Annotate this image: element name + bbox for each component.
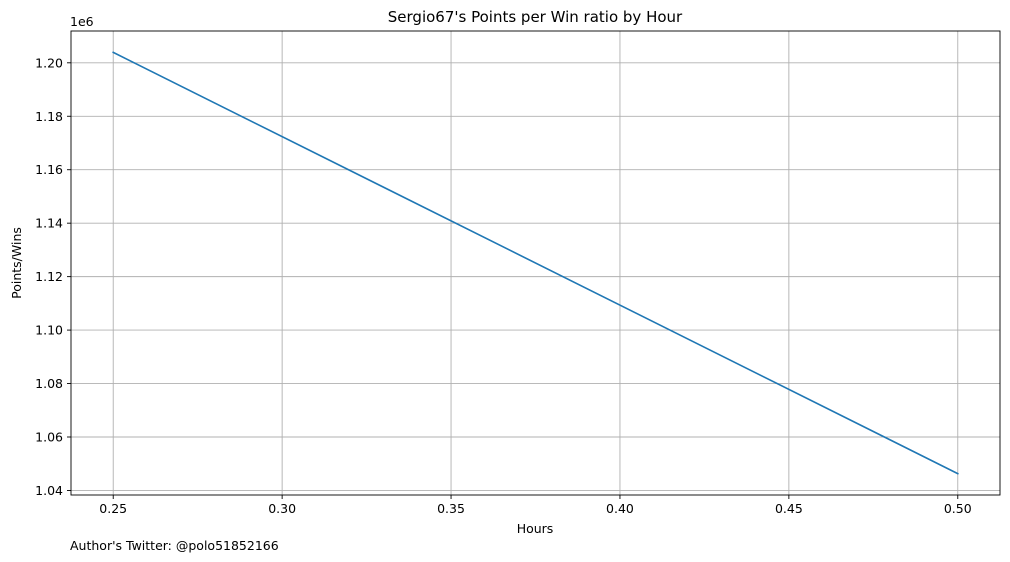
y-tick-label: 1.18 [35,109,63,124]
x-tick-label: 0.25 [99,501,127,516]
x-tick-label: 0.40 [606,501,634,516]
grid [71,31,1000,495]
y-tick-label: 1.14 [35,216,63,231]
x-tick-label: 0.35 [437,501,465,516]
y-axis-label: Points/Wins [9,227,24,299]
y-tick-label: 1.04 [35,483,63,498]
plot-frame [70,30,1001,496]
x-tick-label: 0.45 [775,501,803,516]
y-offset-label: 1e6 [70,14,94,29]
y-tick-label: 1.06 [35,430,63,445]
series-line-points-per-win [112,51,959,475]
y-tick-label: 1.08 [35,376,63,391]
x-axis-label: Hours [517,521,554,536]
y-tick-label: 1.12 [35,269,63,284]
ticks: 0.25 0.30 0.35 0.40 0.45 0.50 1.04 1.06 1.08 1.10… [35,55,972,516]
y-tick-label: 1.10 [35,323,63,338]
series-layer [112,51,959,475]
y-tick-label: 1.20 [35,55,63,70]
chart-title: Sergio67's Points per Win ratio by Hour [388,8,683,26]
author-twitter-footer: Author's Twitter: @polo51852166 [70,538,279,553]
x-tick-label: 0.50 [944,501,972,516]
x-tick-label: 0.30 [268,501,296,516]
y-tick-label: 1.16 [35,162,63,177]
